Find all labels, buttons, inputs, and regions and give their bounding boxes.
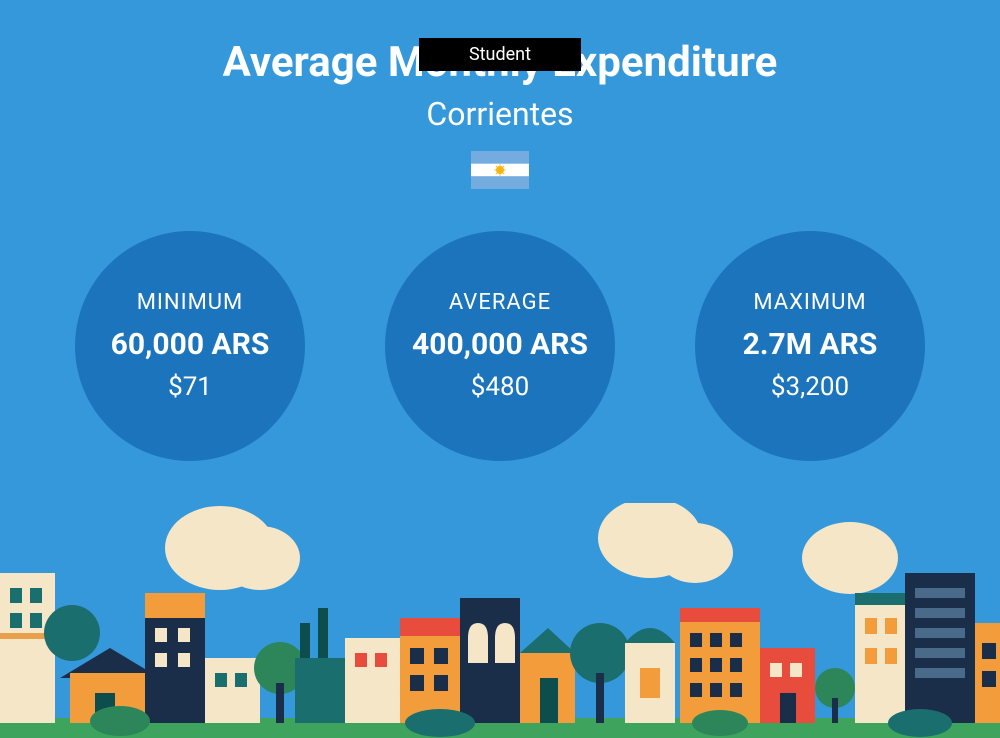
- stat-value-ars: 2.7M ARS: [743, 327, 878, 362]
- stat-maximum: MAXIMUM 2.7M ARS $3,200: [695, 231, 925, 461]
- stat-value-ars: 400,000 ARS: [412, 327, 588, 362]
- stat-value-ars: 60,000 ARS: [111, 327, 270, 362]
- stat-average: AVERAGE 400,000 ARS $480: [385, 231, 615, 461]
- stats-row: MINIMUM 60,000 ARS $71 AVERAGE 400,000 A…: [0, 231, 1000, 461]
- stat-label: AVERAGE: [449, 290, 551, 315]
- stat-label: MINIMUM: [137, 290, 244, 315]
- stat-value-usd: $71: [168, 372, 212, 402]
- stat-value-usd: $480: [471, 372, 529, 402]
- country-flag-icon: [471, 151, 529, 189]
- cityscape-illustration: [0, 503, 1000, 738]
- location-name: Corrientes: [0, 95, 1000, 133]
- stat-value-usd: $3,200: [771, 372, 849, 402]
- stat-minimum: MINIMUM 60,000 ARS $71: [75, 231, 305, 461]
- category-badge: Student: [419, 38, 581, 71]
- stat-label: MAXIMUM: [753, 290, 866, 315]
